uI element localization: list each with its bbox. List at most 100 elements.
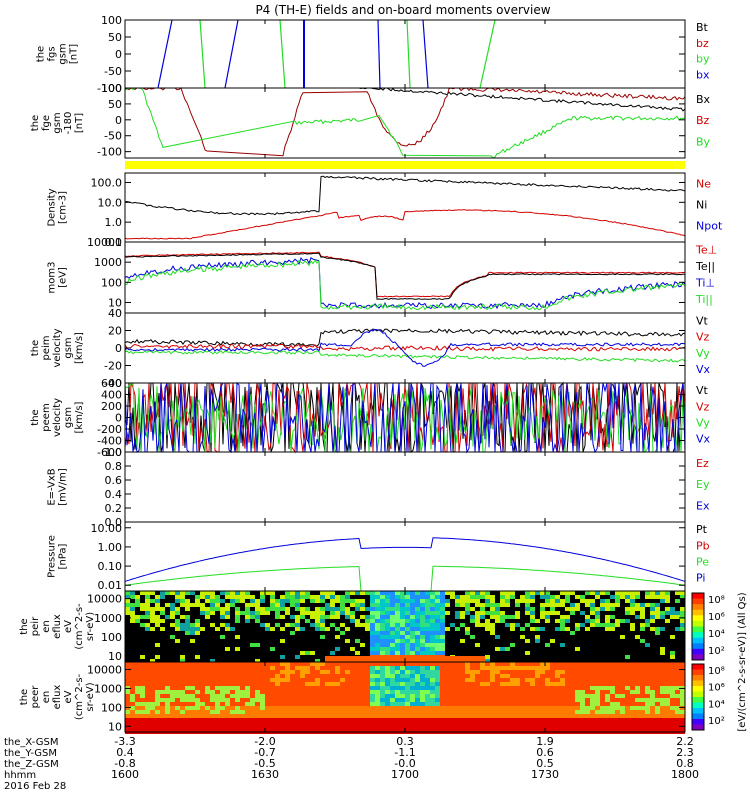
- ylabel-line: the: [19, 689, 30, 705]
- spectrogram-cell: [395, 694, 400, 698]
- panel-frame-6: [124, 451, 686, 523]
- spectrogram-cell: [270, 714, 275, 718]
- spectrogram-cell: [555, 666, 560, 670]
- spectrogram-cell: [490, 678, 495, 682]
- spectrogram-cell: [475, 710, 480, 714]
- spectrogram-cell: [440, 611, 445, 615]
- spectrogram-cell: [140, 702, 145, 706]
- spectrogram-cell: [640, 651, 645, 655]
- spectrogram-cell: [185, 595, 190, 599]
- spectrogram-cell: [560, 595, 565, 599]
- spectrogram-cell: [645, 627, 650, 631]
- spectrogram-cell: [130, 659, 135, 663]
- spectrogram-cell: [515, 603, 520, 607]
- spectrogram-cell: [130, 639, 135, 643]
- spectrogram-cell: [425, 714, 430, 718]
- spectrogram-cell: [410, 726, 415, 730]
- spectrogram-cell: [505, 710, 510, 714]
- spectrogram-cell: [130, 595, 135, 599]
- spectrogram-cell: [465, 643, 470, 647]
- spectrogram-cell: [295, 623, 300, 627]
- spectrogram-cell: [660, 627, 665, 631]
- spectrogram-cell: [630, 591, 635, 595]
- spectrogram-cell: [400, 591, 405, 595]
- spectrogram-cell: [465, 591, 470, 595]
- spectrogram-cell: [465, 615, 470, 619]
- spectrogram-cell: [165, 651, 170, 655]
- spectrogram-cell: [265, 678, 270, 682]
- spectrogram-cell: [525, 603, 530, 607]
- spectrogram-cell: [345, 674, 350, 678]
- spectrogram-cell: [420, 643, 425, 647]
- spectrogram-cell: [360, 690, 365, 694]
- spectrogram-cell: [485, 639, 490, 643]
- spectrogram-cell: [395, 718, 400, 722]
- spectrogram-cell: [545, 690, 550, 694]
- spectrogram-cell: [635, 651, 640, 655]
- ytick-label: 40: [108, 307, 122, 320]
- spectrogram-cell: [605, 666, 610, 670]
- xtick-x-gsm: -3.3: [114, 735, 135, 748]
- spectrogram-cell: [330, 623, 335, 627]
- spectrogram-cell: [465, 635, 470, 639]
- spectrogram-cell: [305, 603, 310, 607]
- spectrogram-cell: [370, 662, 375, 666]
- panel-frame-7: [124, 521, 686, 592]
- spectrogram-cell: [585, 607, 590, 611]
- spectrogram-cell: [195, 619, 200, 623]
- spectrogram-cell: [155, 726, 160, 730]
- spectrogram-cell: [505, 603, 510, 607]
- spectrogram-cell: [680, 647, 685, 651]
- spectrogram-cell: [355, 698, 360, 702]
- spectrogram-cell: [245, 639, 250, 643]
- spectrogram-cell: [380, 722, 385, 726]
- spectrogram-cell: [465, 611, 470, 615]
- spectrogram-cell: [300, 607, 305, 611]
- ylabel-line: fgs: [47, 46, 58, 61]
- spectrogram-cell: [440, 599, 445, 603]
- spectrogram-cell: [430, 666, 435, 670]
- spectrogram-cell: [345, 607, 350, 611]
- spectrogram-cell: [395, 607, 400, 611]
- spectrogram-cell: [180, 666, 185, 670]
- spectrogram-cell: [675, 611, 680, 615]
- spectrogram-cell: [625, 595, 630, 599]
- spectrogram-cell: [225, 607, 230, 611]
- legend-Pt: Pt: [696, 523, 708, 536]
- spectrogram-cell: [325, 686, 330, 690]
- spectrogram-cell: [570, 686, 575, 690]
- spectrogram-cell: [340, 595, 345, 599]
- colorbar-ion-cell: [692, 593, 704, 600]
- spectrogram-cell: [665, 682, 670, 686]
- spectrogram-cell: [520, 655, 525, 659]
- spectrogram-cell: [375, 726, 380, 730]
- spectrogram-cell: [315, 635, 320, 639]
- spectrogram-cell: [210, 674, 215, 678]
- spectrogram-cell: [675, 690, 680, 694]
- spectrogram-cell: [475, 674, 480, 678]
- spectrogram-cell: [500, 639, 505, 643]
- spectrogram-cell: [350, 666, 355, 670]
- spectrogram-cell: [155, 710, 160, 714]
- spectrogram-cell: [425, 678, 430, 682]
- spectrogram-cell: [595, 627, 600, 631]
- spectrogram-cell: [220, 670, 225, 674]
- spectrogram-cell: [650, 647, 655, 651]
- spectrogram-cell: [600, 595, 605, 599]
- spectrogram-cell: [325, 635, 330, 639]
- spectrogram-cell: [655, 655, 660, 659]
- spectrogram-cell: [595, 639, 600, 643]
- spectrogram-cell: [525, 599, 530, 603]
- spectrogram-cell: [590, 686, 595, 690]
- spectrogram-cell: [670, 659, 675, 663]
- series-peim-Vx: [124, 328, 686, 367]
- spectrogram-cell: [185, 666, 190, 670]
- spectrogram-cell: [565, 615, 570, 619]
- spectrogram-cell: [215, 659, 220, 663]
- spectrogram-cell: [370, 651, 375, 655]
- spectrogram-cell: [570, 694, 575, 698]
- spectrogram-cell: [605, 710, 610, 714]
- spectrogram-cell: [645, 702, 650, 706]
- spectrogram-cell: [395, 603, 400, 607]
- colorbar-electron-cell: [692, 724, 704, 731]
